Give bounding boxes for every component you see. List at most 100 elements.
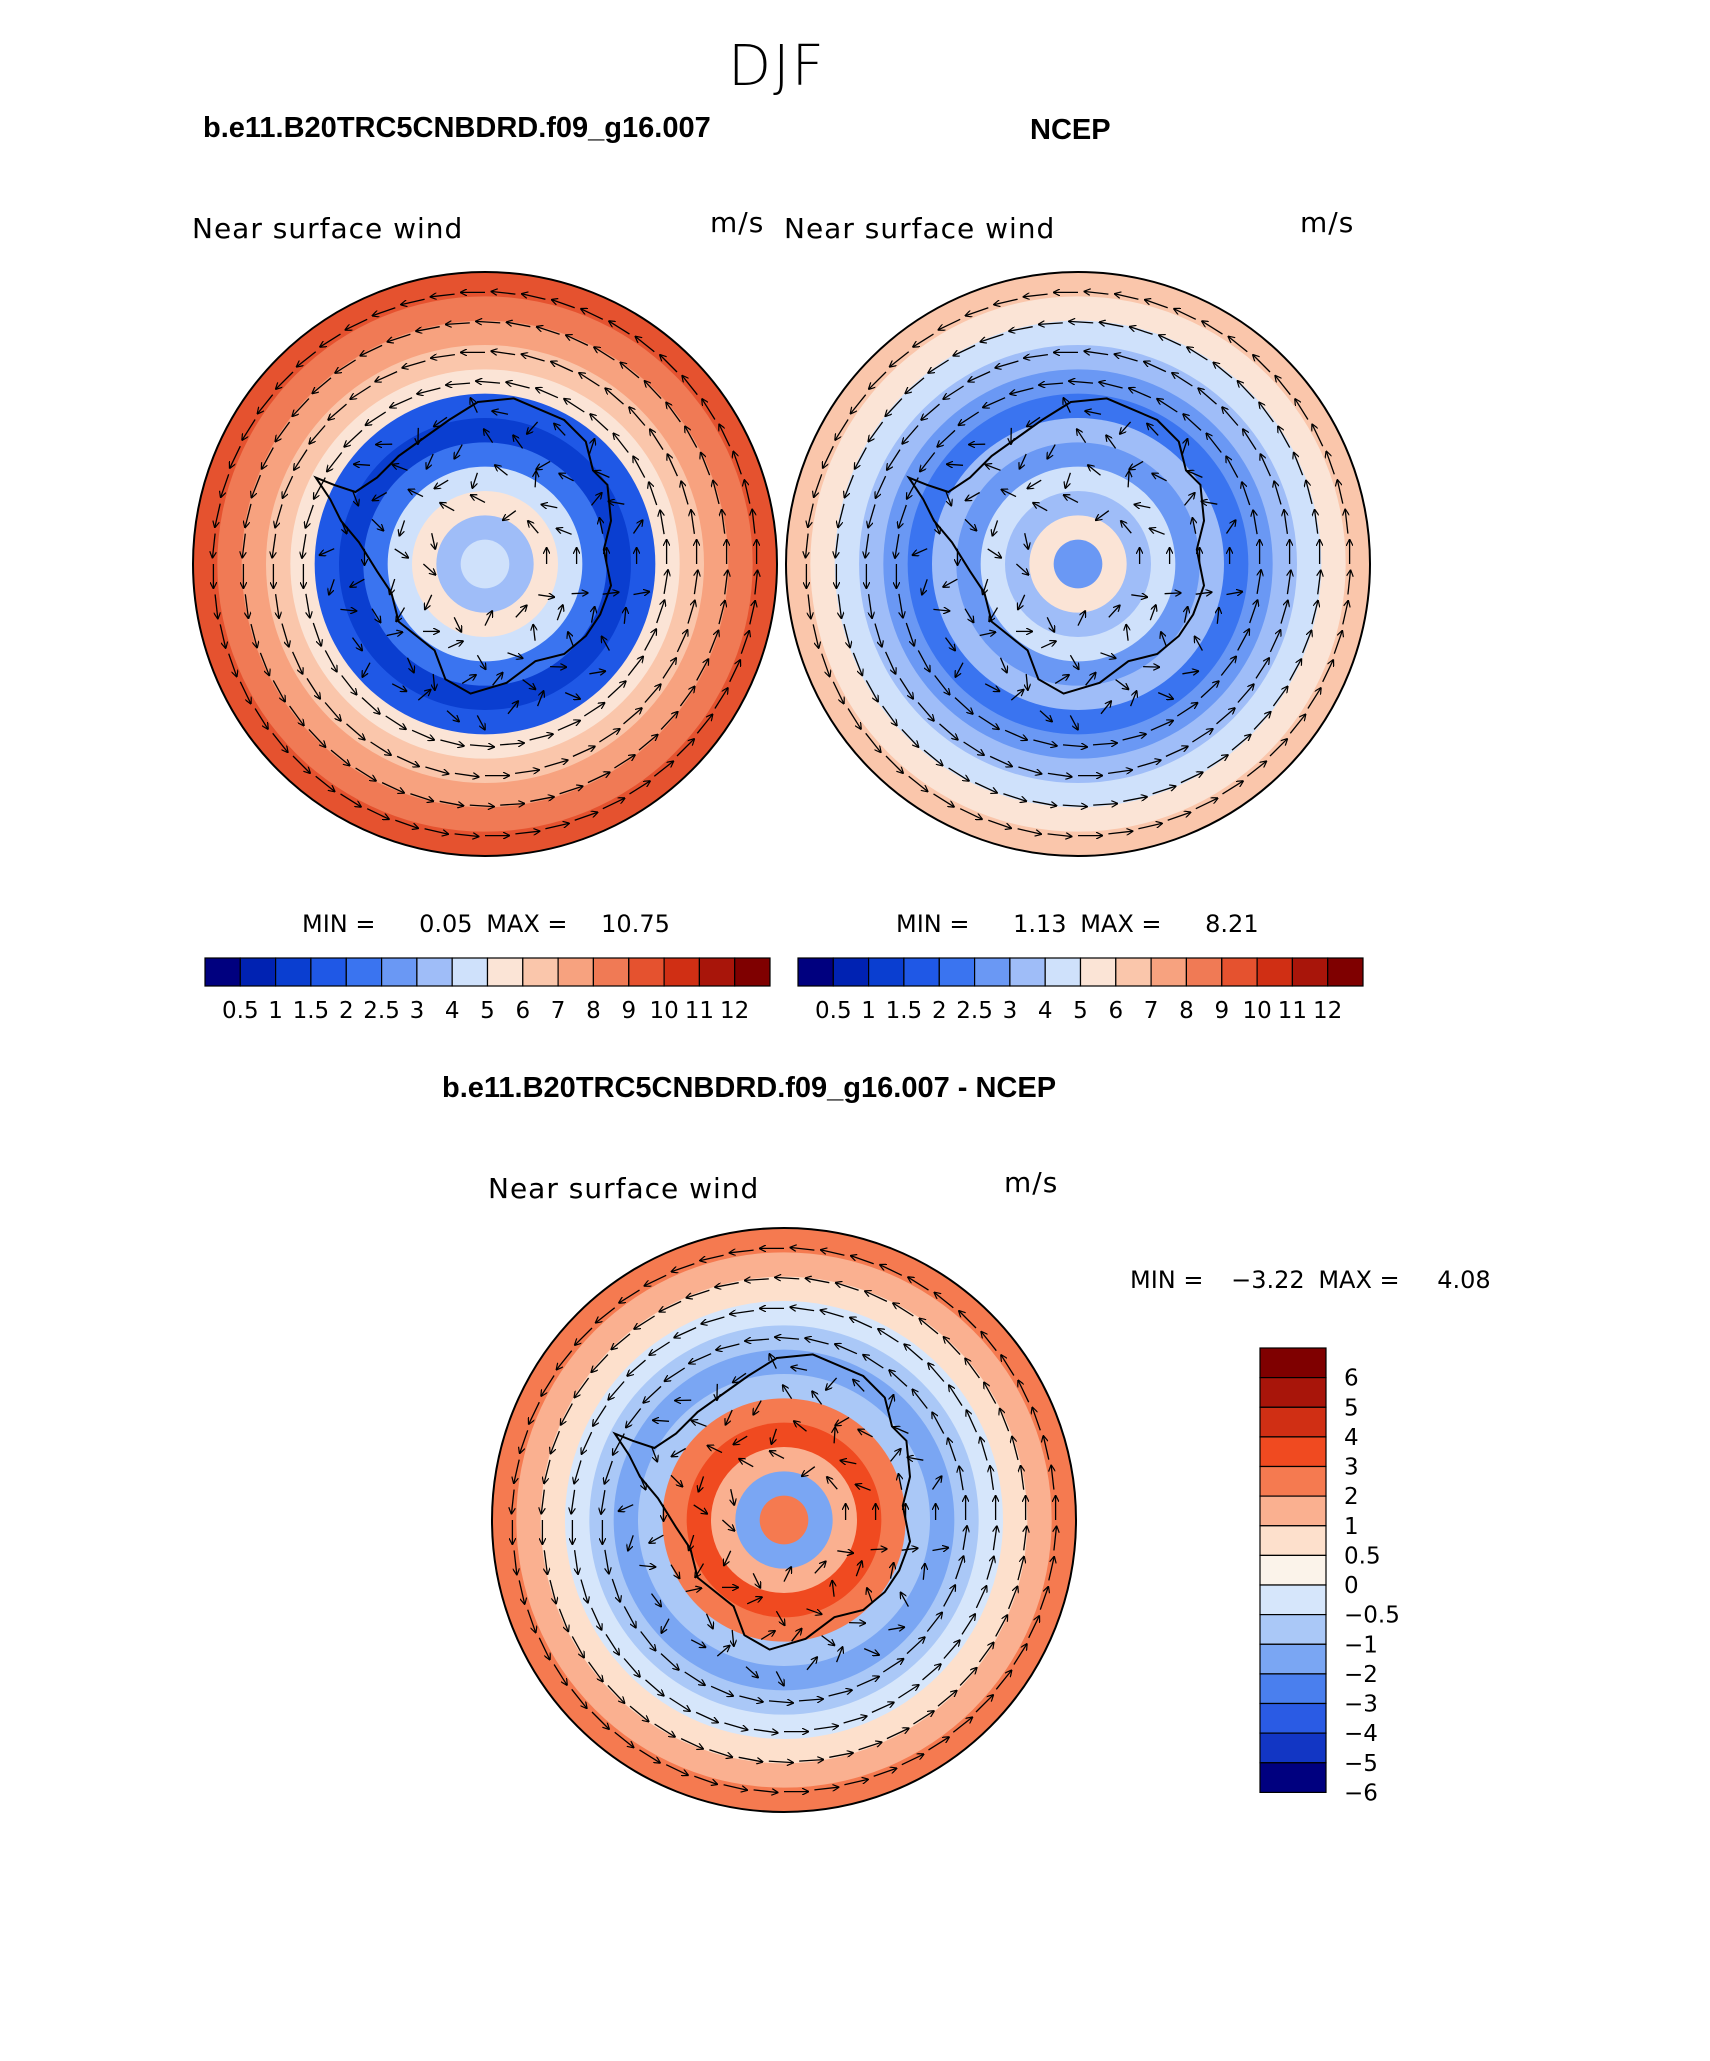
panel3-colorbar-swatch [1259, 1584, 1327, 1616]
panel1-wind-arrow [411, 729, 434, 740]
panel1-wind-arrow [755, 571, 758, 595]
panel1-colorbar-swatch [239, 957, 277, 987]
panel3-wind-arrow [961, 1614, 975, 1635]
panel3-colorbar-swatch [1259, 1643, 1327, 1675]
panel2-map [785, 271, 1371, 857]
panel2-wind-arrow [1243, 429, 1257, 450]
panel3-wind-arrow [538, 1637, 549, 1660]
panel1-wind-arrow [228, 653, 237, 677]
panel1-colorbar-swatch [345, 957, 383, 987]
panel1-wind-arrow [660, 510, 665, 535]
panel3-wind-arrow [709, 1749, 732, 1758]
panel3-wind-arrow [614, 1731, 634, 1747]
panel2-wind-arrow [886, 398, 903, 417]
panel3-wind-arrow [878, 1329, 899, 1343]
panel2-wind-arrow [905, 622, 914, 646]
panel2-wind-arrow [1047, 834, 1072, 837]
panel3-wind-arrow [935, 1293, 954, 1309]
panel2-wind-arrow [1159, 335, 1182, 346]
panel3-wind-arrow [674, 1327, 697, 1338]
panel2-wind-arrow [983, 578, 989, 594]
panel1-wind-arrow [213, 533, 216, 558]
panel1-colorbar-swatch [663, 957, 700, 987]
panel1-wind-arrow [545, 823, 568, 830]
panel2-wind-arrow [906, 377, 925, 393]
panel1-wind-arrow [572, 747, 595, 757]
panel3-wind-arrow [791, 1248, 815, 1251]
panel2-wind-arrow [966, 307, 989, 316]
panel2-wind-arrow [1106, 435, 1117, 449]
panel1-colorbar-tick-label: 4 [445, 998, 460, 1024]
panel2-wind-arrow [1130, 327, 1153, 335]
panel2-wind-arrow [808, 503, 814, 527]
panel3-wind-arrow [1039, 1587, 1048, 1610]
panel3-wind-arrow [739, 1695, 762, 1702]
panel1-wind-arrow [527, 421, 539, 434]
panel1-wind-arrow [346, 723, 365, 740]
panel2-wind-arrow [1137, 760, 1161, 768]
panel1-wind-arrow [725, 571, 728, 595]
panel2-wind-arrow [1226, 457, 1239, 478]
panel3-wind-arrow [858, 1742, 882, 1751]
panel1-wind-arrow [476, 321, 501, 323]
panel1-wind-arrow [583, 703, 604, 717]
panel3-wind-arrow [1051, 1466, 1054, 1490]
panel3-wind-arrow [901, 1548, 918, 1550]
panel1-wind-arrow [550, 667, 566, 668]
panel1-wind-arrow [492, 411, 509, 414]
panel1-wind-arrow [556, 605, 563, 621]
panel1-wind-arrow [446, 383, 471, 385]
panel3-wind-arrow [596, 1307, 616, 1323]
panel2-wind-arrow [987, 548, 1001, 558]
panel3-colorbar-tick-label: −5 [1344, 1751, 1378, 1777]
panel1-wind-arrow [503, 510, 517, 520]
panel2-wind-arrow [943, 385, 964, 399]
panel2-colorbar-swatch [867, 957, 905, 987]
panel2-wind-arrow [1183, 414, 1202, 431]
panel2-wind-arrow [868, 504, 876, 527]
panel3-wind-arrow [753, 1790, 778, 1793]
panel1-wind-arrow [297, 351, 317, 367]
panel1-wind-arrow [417, 387, 441, 394]
panel2-wind-arrow [1207, 755, 1227, 769]
panel2-wind-arrow [1217, 608, 1219, 624]
panel1-wind-arrow [393, 465, 408, 471]
panel3-wind-arrow [544, 1459, 551, 1483]
panel1-wind-arrow [416, 326, 440, 332]
panel1-wind-arrow [424, 828, 448, 834]
panel2-wind-arrow [835, 419, 849, 440]
panel3-max-label: MAX = [1318, 1266, 1400, 1294]
panel2-colorbar-tick-label: 12 [1313, 998, 1342, 1024]
panel3-colorbar: 6 5 4 3 2 1 0.5 0 −0.5 −1 −2 −3 −4 −5 −6 [1259, 1347, 1400, 1806]
panel3-wind-arrow [512, 1489, 515, 1514]
panel2-wind-arrow [812, 624, 818, 647]
panel1-wind-arrow [276, 594, 279, 618]
panel2-wind-arrow [907, 477, 919, 499]
panel3-wind-arrow [799, 1760, 823, 1762]
panel3-wind-arrow [634, 1315, 655, 1329]
panel1-wind-arrow [568, 632, 575, 648]
panel1-wind-arrow [476, 715, 485, 729]
panel1-colorbar-tick-label: 12 [720, 998, 749, 1024]
panel2-wind-arrow [1028, 479, 1042, 488]
panel1-map [192, 271, 778, 857]
panel1-wind-arrow [528, 521, 539, 534]
panel2-wind-arrow [1084, 351, 1109, 354]
panel3-wind-arrow [880, 1265, 903, 1276]
panel2-wind-arrow [1180, 772, 1203, 784]
panel3-variable-label: Near surface wind [488, 1172, 760, 1205]
panel3-wind-arrow [849, 1623, 865, 1624]
panel3-wind-arrow [745, 1279, 769, 1281]
panel1-wind-arrow [682, 376, 698, 396]
panel1-colorbar: 0.5 1 1.5 2 2.5 3 4 5 6 7 8 9 10 11 12 [204, 957, 771, 1024]
panel2-wind-arrow [947, 464, 964, 465]
panel1-wind-arrow [592, 607, 595, 623]
panel2-wind-arrow [994, 298, 1018, 304]
panel1-wind-arrow [350, 385, 371, 399]
panel2-wind-arrow [1222, 407, 1239, 426]
panel2-wind-arrow [1307, 688, 1321, 709]
panel2-wind-arrow [1242, 482, 1251, 506]
panel2-variable-label: Near surface wind [784, 212, 1056, 245]
panel3-min-label: MIN = [1130, 1266, 1204, 1294]
panel1-wind-arrow [633, 457, 646, 478]
